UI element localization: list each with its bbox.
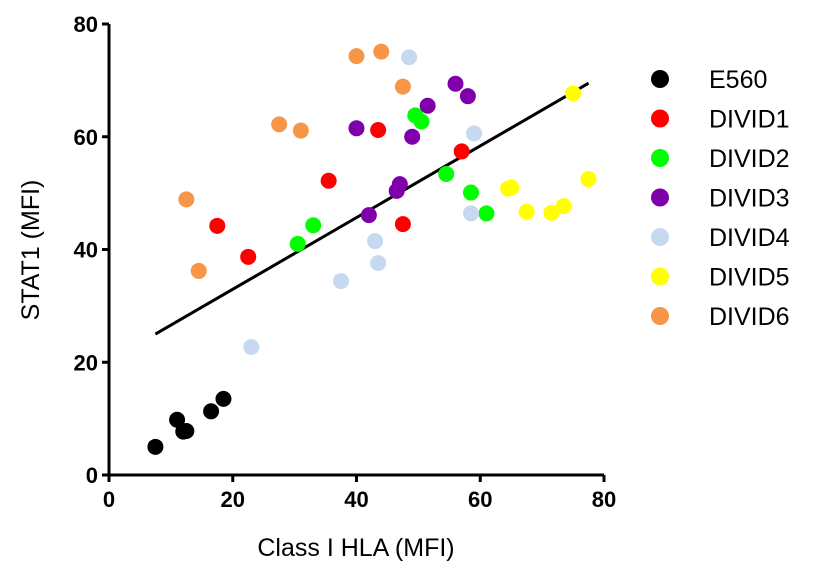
data-point-divid4 bbox=[367, 233, 384, 250]
x-tick-label: 0 bbox=[103, 487, 115, 512]
data-point-divid6 bbox=[348, 48, 365, 65]
data-point-divid3 bbox=[419, 97, 436, 114]
legend-marker-divid2 bbox=[651, 149, 669, 167]
legend-label-divid4: DIVID4 bbox=[709, 224, 790, 252]
data-point-divid4 bbox=[462, 205, 479, 222]
data-point-divid2 bbox=[438, 165, 455, 182]
data-point-divid3 bbox=[459, 88, 476, 105]
data-point-divid6 bbox=[190, 262, 207, 279]
data-point-e560 bbox=[203, 403, 220, 420]
legend-label-divid5: DIVID5 bbox=[709, 264, 790, 292]
data-point-divid2 bbox=[413, 113, 430, 130]
legend-label-e560: E560 bbox=[709, 66, 767, 94]
data-point-divid6 bbox=[178, 191, 195, 208]
points-group bbox=[147, 43, 597, 455]
data-point-divid4 bbox=[466, 125, 483, 142]
data-point-divid5 bbox=[518, 203, 535, 220]
data-point-e560 bbox=[169, 411, 186, 428]
x-tick-label: 40 bbox=[344, 487, 368, 512]
data-point-e560 bbox=[215, 390, 232, 407]
legend-label-divid2: DIVID2 bbox=[709, 145, 790, 173]
data-point-divid6 bbox=[292, 122, 309, 139]
data-point-e560 bbox=[147, 438, 164, 455]
legend-marker-divid4 bbox=[651, 228, 669, 246]
data-point-divid3 bbox=[348, 120, 365, 137]
x-axis: 0 20 40 60 80 bbox=[103, 473, 616, 512]
data-point-divid1 bbox=[394, 216, 411, 233]
legend-marker-divid1 bbox=[651, 109, 669, 128]
x-tick-label: 60 bbox=[468, 487, 492, 512]
data-point-divid6 bbox=[394, 78, 411, 95]
data-point-divid6 bbox=[271, 116, 288, 133]
data-point-divid2 bbox=[462, 184, 479, 201]
data-point-divid4 bbox=[333, 273, 350, 290]
data-point-divid2 bbox=[478, 205, 495, 222]
data-point-divid4 bbox=[370, 255, 387, 272]
data-point-divid5 bbox=[543, 204, 560, 221]
legend: E560 DIVID1 DIVID2 DIVID3 DIVID4 DIVID5 DIVID6 bbox=[651, 66, 790, 331]
data-point-divid4 bbox=[401, 49, 418, 66]
legend-marker-divid6 bbox=[651, 307, 669, 325]
x-tick-label: 80 bbox=[592, 487, 616, 512]
data-point-divid1 bbox=[320, 172, 337, 189]
data-point-divid5 bbox=[503, 179, 520, 196]
data-point-divid2 bbox=[289, 235, 306, 252]
y-tick-label: 0 bbox=[86, 463, 98, 488]
data-point-divid5 bbox=[555, 198, 572, 215]
data-point-divid6 bbox=[373, 43, 390, 60]
y-tick-label: 80 bbox=[74, 12, 98, 37]
data-point-e560 bbox=[178, 423, 195, 440]
x-axis-title: Class I HLA (MFI) bbox=[257, 534, 454, 562]
data-point-divid3 bbox=[404, 128, 421, 145]
x-tick-label: 20 bbox=[221, 487, 245, 512]
data-point-divid1 bbox=[370, 121, 387, 138]
data-point-divid4 bbox=[243, 339, 260, 356]
y-tick-label: 60 bbox=[74, 125, 98, 150]
data-point-divid3 bbox=[391, 176, 408, 193]
data-point-divid3 bbox=[447, 75, 464, 92]
legend-label-divid6: DIVID6 bbox=[709, 303, 790, 331]
y-tick-label: 40 bbox=[74, 238, 98, 263]
data-point-divid1 bbox=[453, 143, 470, 160]
legend-label-divid3: DIVID3 bbox=[709, 185, 790, 213]
data-point-divid5 bbox=[580, 171, 597, 188]
data-point-divid1 bbox=[240, 248, 257, 265]
y-axis: 0 20 40 60 80 bbox=[74, 12, 111, 488]
data-point-divid5 bbox=[565, 85, 582, 102]
legend-marker-e560 bbox=[651, 70, 669, 88]
data-point-divid3 bbox=[360, 207, 377, 224]
y-tick-label: 20 bbox=[74, 350, 98, 375]
legend-label-divid1: DIVID1 bbox=[709, 106, 790, 134]
y-axis-title: STAT1 (MFI) bbox=[17, 180, 45, 321]
legend-marker-divid3 bbox=[651, 188, 669, 207]
data-point-divid1 bbox=[209, 217, 226, 234]
legend-marker-divid5 bbox=[651, 267, 669, 286]
data-point-divid2 bbox=[305, 217, 322, 234]
